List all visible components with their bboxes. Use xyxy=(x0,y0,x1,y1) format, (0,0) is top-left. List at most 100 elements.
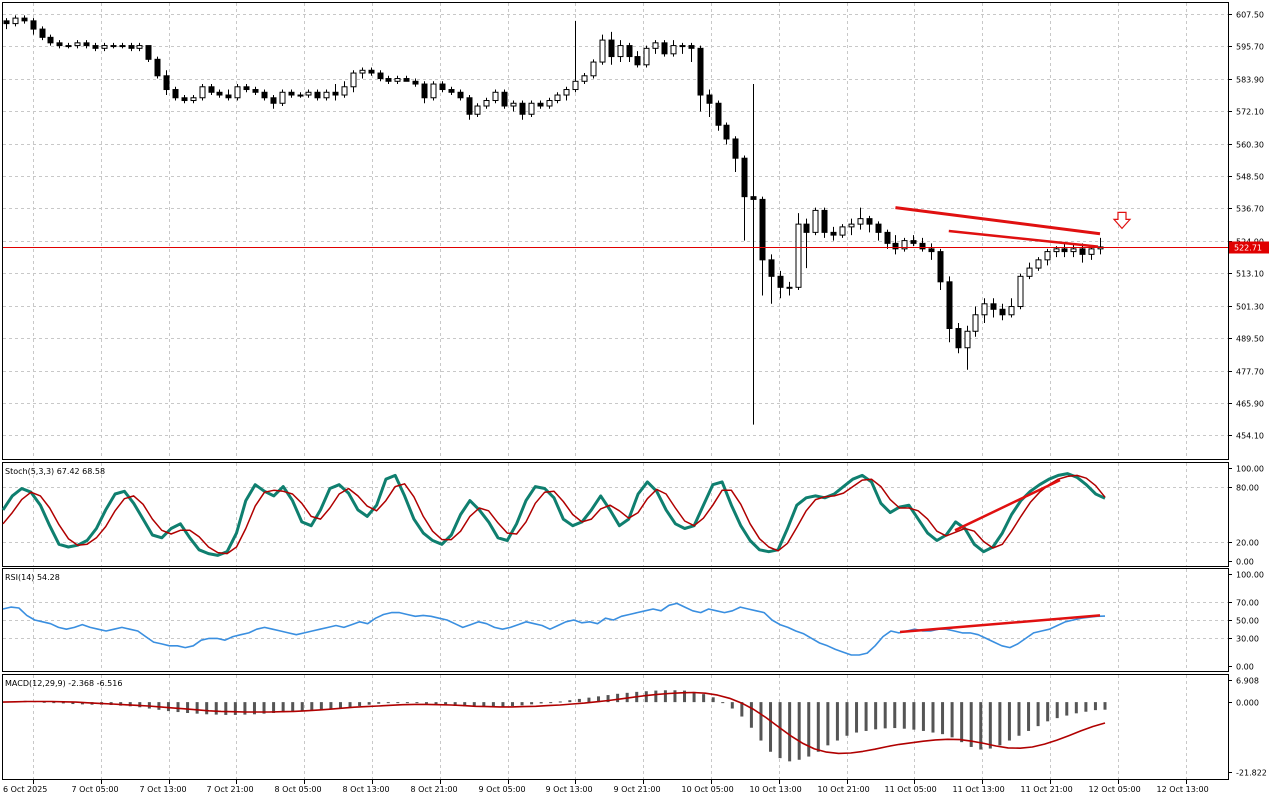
macd-histogram-bar xyxy=(424,702,428,704)
macd-histogram-bar xyxy=(539,702,543,704)
bearish-candle xyxy=(999,308,1006,316)
bearish-candle xyxy=(56,42,63,47)
macd-histogram-bar xyxy=(310,702,314,711)
macd-histogram-bar xyxy=(71,702,75,705)
stochastic-series: 100.00 80.00 20.00 0.00 xyxy=(1,465,1264,567)
macd-histogram-bar xyxy=(826,702,830,746)
bearish-candle xyxy=(741,157,748,198)
bullish-candle xyxy=(341,86,348,96)
time-tick-label: 9 Oct 05:00 xyxy=(479,785,526,794)
bullish-candle xyxy=(795,223,802,288)
macd-histogram-bar xyxy=(797,702,801,760)
bearish-candle xyxy=(163,75,170,91)
time-tick-label: 7 Oct 21:00 xyxy=(207,785,254,794)
time-tick-label: 11 Oct 13:00 xyxy=(953,785,1005,794)
bullish-candle xyxy=(643,47,650,66)
time-tick-label: 10 Oct 13:00 xyxy=(750,785,802,794)
macd-histogram-bar xyxy=(788,702,792,762)
macd-histogram-bar xyxy=(520,702,524,706)
bearish-candle xyxy=(732,138,739,159)
macd-histogram-bar xyxy=(1036,702,1040,727)
bearish-candle xyxy=(252,89,259,93)
macd-histogram-bar xyxy=(979,702,983,750)
price-tick-label: 595.70 xyxy=(1236,43,1264,52)
macd-histogram-bar xyxy=(166,702,170,712)
rsi-axis-tick-label: 70.00 xyxy=(1236,599,1259,608)
bullish-candle xyxy=(670,45,677,55)
macd-axis-tick-label: 0.000 xyxy=(1236,699,1259,708)
bearish-candle xyxy=(216,91,223,96)
bullish-candle xyxy=(199,86,206,99)
bullish-candle xyxy=(12,17,19,25)
bearish-candle xyxy=(377,72,384,80)
macd-panel xyxy=(2,674,1229,780)
bearish-candle xyxy=(803,223,810,233)
bearish-candle xyxy=(928,248,935,253)
macd-histogram-bar xyxy=(855,702,859,733)
time-tick-label: 11 Oct 05:00 xyxy=(885,785,937,794)
bearish-candle xyxy=(421,83,428,99)
bullish-candle xyxy=(839,226,846,236)
bearish-candle xyxy=(439,83,446,91)
macd-histogram-bar xyxy=(711,697,715,703)
bullish-candle xyxy=(572,80,579,91)
macd-histogram-bar xyxy=(988,702,992,749)
stochastic-signal-line xyxy=(2,474,1106,555)
macd-histogram-bar xyxy=(874,702,878,730)
bearish-candle xyxy=(412,80,419,85)
macd-histogram-bar xyxy=(1093,702,1097,711)
macd-histogram-bar xyxy=(300,702,304,712)
bullish-candle xyxy=(474,105,481,115)
macd-signal-line xyxy=(2,691,1106,755)
macd-histogram-bar xyxy=(577,698,581,703)
bullish-candle xyxy=(1008,306,1015,316)
rsi-series: 100.00 70.00 50.00 30.00 0.00 xyxy=(2,571,1264,672)
bullish-candle xyxy=(599,39,606,63)
bearish-candle xyxy=(128,45,135,49)
rsi-axis-tick-label: 50.00 xyxy=(1236,617,1259,626)
time-tick-label: 12 Oct 05:00 xyxy=(1089,785,1141,794)
macd-histogram-bar xyxy=(673,690,677,703)
bearish-candle xyxy=(706,94,713,104)
time-axis: 6 Oct 2025 7 Oct 05:00 7 Oct 13:00 7 Oct 21… xyxy=(3,779,1209,794)
stochastic-main-line xyxy=(1,472,1106,557)
macd-histogram-bar xyxy=(472,702,476,707)
bearish-candle xyxy=(3,20,10,25)
macd-histogram-bar xyxy=(1017,702,1021,736)
macd-histogram-bar xyxy=(1055,702,1059,719)
bullish-candle xyxy=(617,45,624,58)
bullish-candle xyxy=(110,45,117,48)
macd-histogram-bar xyxy=(272,702,276,714)
bearish-candle xyxy=(955,328,962,349)
price-trend-line xyxy=(895,206,1101,236)
bearish-candle xyxy=(866,218,873,225)
macd-histogram-bar xyxy=(491,702,495,707)
macd-histogram-bar xyxy=(530,702,534,705)
bullish-candle xyxy=(554,94,561,102)
time-tick-label: 10 Oct 05:00 xyxy=(682,785,734,794)
bearish-candle xyxy=(172,89,179,99)
macd-histogram-bar xyxy=(243,702,247,715)
time-tick-label: 7 Oct 13:00 xyxy=(140,785,187,794)
bearish-candle xyxy=(750,196,757,200)
bearish-candle xyxy=(1079,248,1086,255)
bearish-candle xyxy=(715,102,722,126)
macd-histogram-bar xyxy=(176,702,180,713)
stochastic-axis-tick-label: 80.00 xyxy=(1236,484,1259,493)
macd-histogram-bar xyxy=(549,702,553,704)
bearish-candle xyxy=(288,91,295,96)
macd-histogram-bar xyxy=(692,691,696,703)
bearish-candle xyxy=(875,223,882,233)
macd-histogram-bar xyxy=(568,700,572,703)
macd-histogram-bar xyxy=(138,702,142,708)
bearish-candle xyxy=(608,39,615,58)
macd-histogram-bar xyxy=(157,702,161,710)
macd-histogram-bar xyxy=(769,702,773,752)
macd-histogram-bar xyxy=(482,702,486,707)
macd-histogram-bar xyxy=(950,702,954,738)
bearish-candle xyxy=(910,240,917,244)
candlestick-series xyxy=(3,15,1104,425)
bearish-candle xyxy=(385,78,392,82)
macd-series: 6.908 0.000 -21.822 xyxy=(2,677,1267,778)
